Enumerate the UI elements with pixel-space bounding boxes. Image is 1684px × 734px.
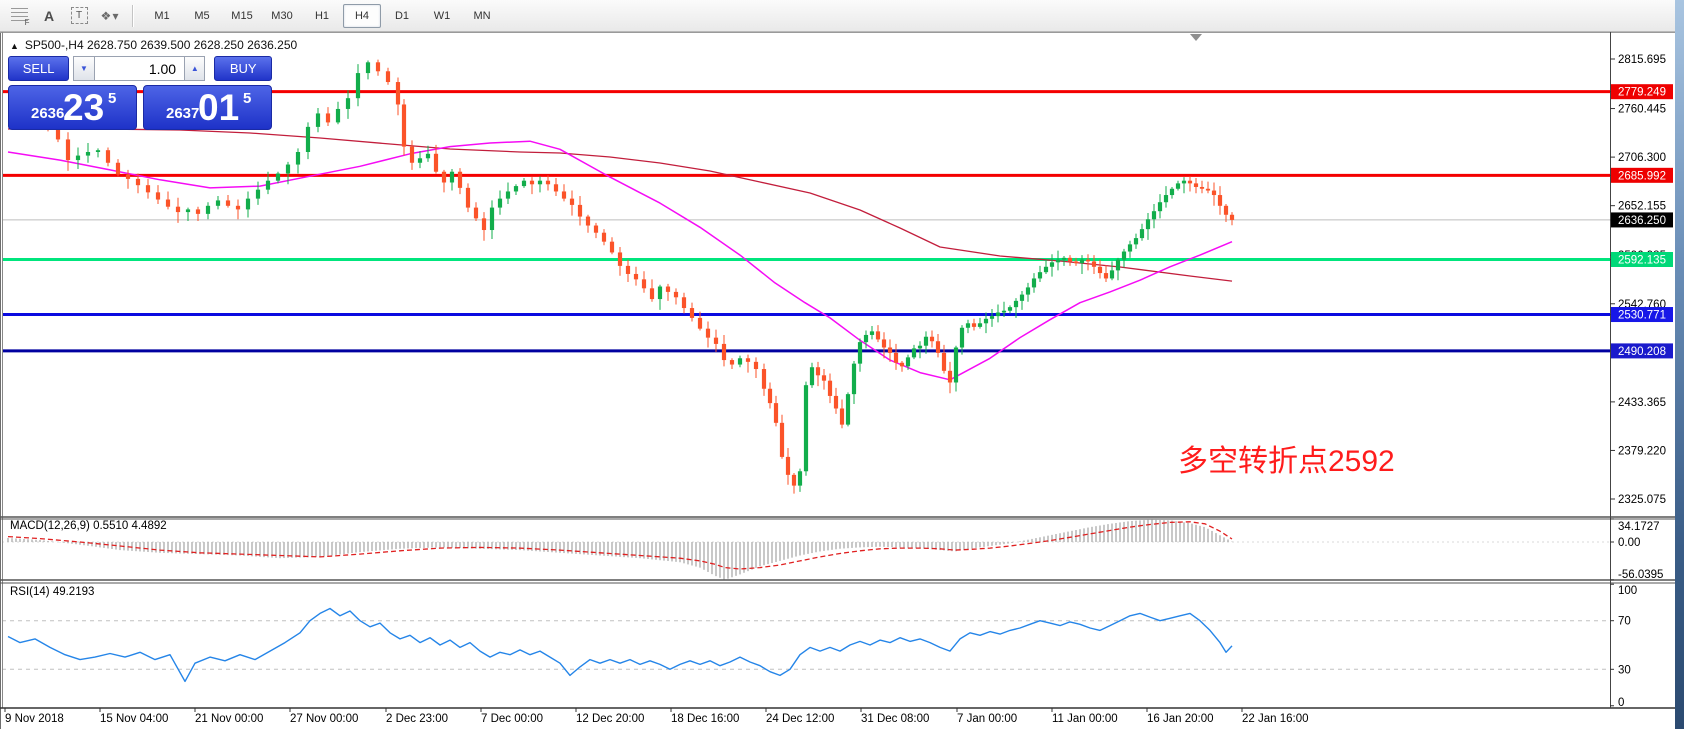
svg-text:2325.075: 2325.075 (1618, 494, 1666, 506)
svg-text:2685.992: 2685.992 (1618, 170, 1666, 182)
timeframe-M5[interactable]: M5 (194, 9, 210, 22)
text-box-glyph: T (70, 7, 88, 24)
timeframe-H1[interactable]: H1 (314, 9, 330, 22)
svg-text:31 Dec 08:00: 31 Dec 08:00 (861, 713, 929, 725)
svg-text:7 Jan 00:00: 7 Jan 00:00 (957, 713, 1017, 725)
buy-button[interactable]: BUY (214, 56, 272, 81)
svg-text:70: 70 (1618, 616, 1631, 628)
shapes-dropdown-icon[interactable]: ❖ ▾ (100, 8, 118, 23)
svg-text:2706.300: 2706.300 (1618, 152, 1666, 164)
buy-price-display[interactable]: 2637 01 5 (143, 85, 272, 130)
symbol-ohlc-text: SP500-,H4 2628.750 2639.500 2628.250 263… (24, 38, 298, 52)
buy-price-pips: 01 (198, 87, 240, 128)
volume-input[interactable]: 1.00 (94, 56, 185, 81)
sell-price-point: 5 (108, 90, 117, 107)
svg-text:7 Dec 00:00: 7 Dec 00:00 (481, 713, 543, 725)
svg-text:11 Jan 00:00: 11 Jan 00:00 (1052, 713, 1118, 725)
sell-price-stem: 2636 (31, 105, 65, 122)
svg-text:100: 100 (1618, 585, 1637, 597)
svg-text:2652.155: 2652.155 (1618, 201, 1666, 213)
collapse-panel-icon[interactable]: ▲ (10, 41, 19, 51)
templates-grid-glyph: F (10, 8, 30, 27)
svg-text:0: 0 (1618, 697, 1624, 709)
timeframe-button-group: M1 M5 M15 M30 H1 H4 D1 W1 MN (142, 3, 502, 28)
sell-price-pips: 23 (63, 87, 105, 128)
macd-indicator-label: MACD(12,26,9) 0.5510 4.4892 (10, 520, 167, 532)
svg-text:30: 30 (1618, 664, 1631, 676)
buy-price-point: 5 (243, 90, 252, 107)
top-toolbar: F A T ❖ ▾ M1 M5 M15 M30 H1 H4 D1 W1 MN (0, 0, 1684, 32)
timeframe-W1[interactable]: W1 (433, 9, 451, 22)
svg-text:21 Nov 00:00: 21 Nov 00:00 (195, 713, 263, 725)
timeframe-M15[interactable]: M15 (231, 9, 253, 22)
svg-text:2490.208: 2490.208 (1618, 346, 1666, 358)
timeframe-H4[interactable]: H4 (343, 3, 381, 28)
svg-text:2760.445: 2760.445 (1618, 104, 1666, 116)
timeframe-MN[interactable]: MN (473, 9, 491, 22)
toolbar-separator (132, 4, 134, 27)
text-box-icon[interactable]: T (66, 4, 92, 28)
svg-text:-56.0395: -56.0395 (1618, 569, 1663, 581)
timeframe-D1[interactable]: D1 (394, 9, 410, 22)
svg-text:2 Dec 23:00: 2 Dec 23:00 (386, 713, 448, 725)
svg-text:27 Nov 00:00: 27 Nov 00:00 (290, 713, 358, 725)
timeframe-M30[interactable]: M30 (271, 9, 293, 22)
svg-text:18 Dec 16:00: 18 Dec 16:00 (671, 713, 739, 725)
svg-text:2815.695: 2815.695 (1618, 54, 1666, 66)
svg-text:22 Jan 16:00: 22 Jan 16:00 (1242, 713, 1309, 725)
svg-text:0.00: 0.00 (1618, 537, 1640, 549)
rsi-indicator-label: RSI(14) 49.2193 (10, 586, 95, 598)
templates-f-icon[interactable]: F (6, 4, 32, 28)
svg-text:9 Nov 2018: 9 Nov 2018 (5, 713, 64, 725)
buy-price-stem: 2637 (166, 105, 200, 122)
svg-text:2379.220: 2379.220 (1618, 445, 1666, 457)
sell-price-display[interactable]: 2636 23 5 (8, 85, 137, 130)
svg-text:2636.250: 2636.250 (1618, 215, 1666, 227)
timeframe-M1[interactable]: M1 (154, 9, 170, 22)
svg-text:34.1727: 34.1727 (1618, 521, 1660, 533)
one-click-trade-panel: SELL ▼ 1.00 ▲ BUY 2636 23 5 2637 01 5 (8, 56, 272, 130)
window-edge-strip (1675, 0, 1684, 729)
symbol-title: ▲ SP500-,H4 2628.750 2639.500 2628.250 26… (10, 38, 297, 52)
svg-text:2592.135: 2592.135 (1618, 254, 1666, 266)
svg-text:2779.249: 2779.249 (1618, 87, 1666, 99)
svg-text:24 Dec 12:00: 24 Dec 12:00 (766, 713, 834, 725)
svg-text:15 Nov 04:00: 15 Nov 04:00 (100, 713, 168, 725)
svg-text:16 Jan 20:00: 16 Jan 20:00 (1147, 713, 1214, 725)
svg-text:2530.771: 2530.771 (1618, 310, 1666, 322)
chart-text-annotation: 多空转折点2592 (1178, 445, 1395, 478)
volume-increase-button[interactable]: ▲ (184, 56, 206, 81)
text-a-icon[interactable]: A (43, 7, 55, 24)
volume-decrease-button[interactable]: ▼ (73, 56, 95, 81)
svg-text:12 Dec 20:00: 12 Dec 20:00 (576, 713, 644, 725)
svg-text:2433.365: 2433.365 (1618, 397, 1666, 409)
sell-button[interactable]: SELL (8, 56, 70, 81)
